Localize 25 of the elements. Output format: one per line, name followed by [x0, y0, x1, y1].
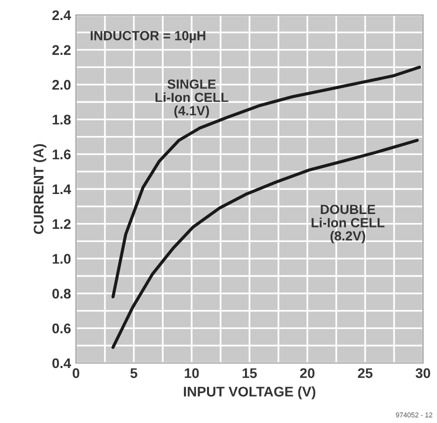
annotation: INDUCTOR = 10µH: [90, 31, 206, 43]
y-tick-label: 1.4: [52, 184, 72, 194]
y-tick-label: 0.6: [52, 324, 71, 334]
y-axis-title: CURRENT (A): [33, 144, 46, 234]
x-tick-label: 5: [130, 368, 138, 378]
x-tick-label: 25: [358, 368, 373, 378]
y-tick-label: 1.6: [52, 150, 71, 160]
y-tick-label: 2.0: [52, 80, 71, 90]
x-tick-label: 0: [72, 368, 80, 378]
y-tick-label: 0.4: [52, 358, 72, 368]
line-series: [111, 138, 419, 349]
text: DOUBLE Li-Ion CELL (8.2V): [312, 204, 384, 244]
x-tick-label: 15: [242, 368, 257, 378]
x-axis-title: INPUT VOLTAGE (V): [184, 386, 316, 400]
x-tick-label: 30: [416, 368, 430, 378]
y-tick-label: 1.2: [52, 219, 71, 229]
y-tick-label: 0.8: [52, 288, 71, 299]
y-tick-label: 1.8: [52, 114, 71, 125]
y-tick-label: 2.2: [52, 45, 71, 55]
y-tick-label: 2.4: [52, 10, 72, 20]
x-tick-label: 20: [300, 368, 314, 378]
y-tick-label: 1.0: [52, 254, 71, 264]
series-label: SINGLE Li-Ion CELL (4.1V): [156, 79, 228, 118]
x-tick-label: 10: [184, 368, 199, 378]
line-series: [111, 66, 422, 298]
